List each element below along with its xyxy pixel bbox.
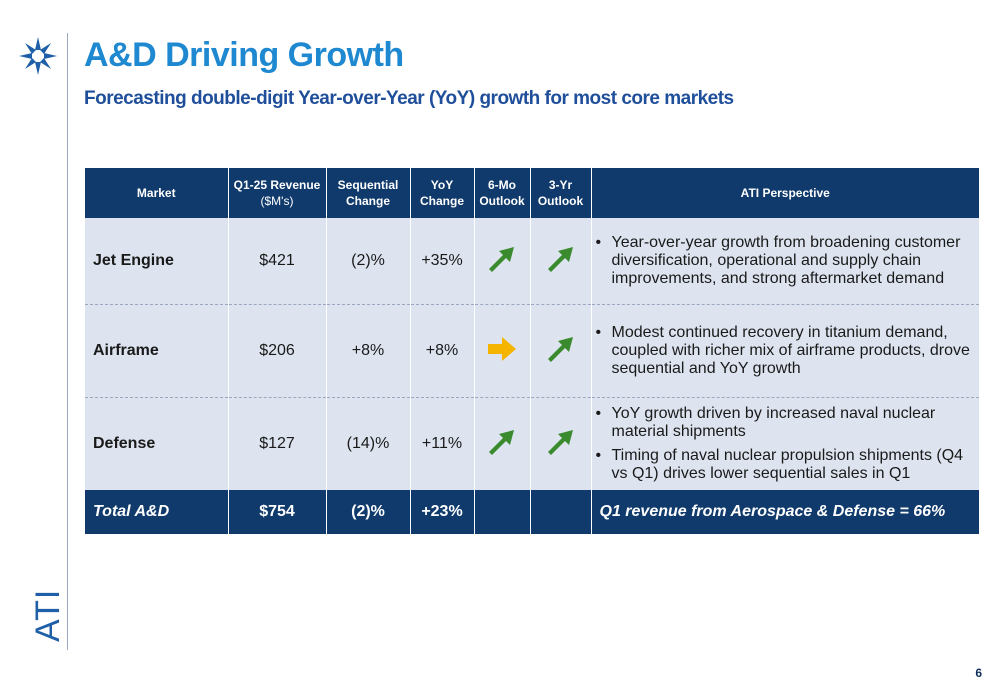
- header-three-yr-line1: 3-Yr: [548, 178, 573, 192]
- ati-star-logo-icon: [19, 37, 57, 75]
- revenue-cell: $127: [228, 397, 327, 490]
- up-right-arrow-icon: [489, 246, 514, 272]
- header-yoy-line1: YoY: [430, 178, 454, 192]
- market-cell: Jet Engine: [85, 218, 229, 305]
- market-cell: Airframe: [85, 304, 229, 398]
- total-yoy: +23%: [410, 490, 475, 534]
- header-yoy: YoY Change: [410, 168, 475, 218]
- header-six-mo-line2: Outlook: [479, 194, 525, 208]
- page-title: A&D Driving Growth: [84, 36, 404, 74]
- up-right-arrow-icon: [489, 429, 514, 455]
- three-yr-outlook-cell: [530, 304, 592, 398]
- perspective-bullet: YoY growth driven by increased naval nuc…: [596, 405, 972, 441]
- header-sequential-line2: Change: [345, 194, 390, 208]
- header-perspective: ATI Perspective: [591, 168, 979, 218]
- revenue-cell: $421: [228, 218, 327, 305]
- sequential-cell: (2)%: [326, 218, 411, 305]
- up-right-arrow-icon: [547, 429, 573, 455]
- total-revenue: $754: [228, 490, 327, 534]
- left-divider-line: [67, 33, 68, 650]
- table-row: Jet Engine $421 (2)% +35% Year-over-year…: [85, 218, 979, 305]
- header-market: Market: [85, 168, 229, 218]
- six-mo-outlook-cell: [474, 218, 531, 305]
- up-right-arrow-icon: [547, 246, 573, 272]
- perspective-cell: Year-over-year growth from broadening cu…: [591, 218, 979, 305]
- six-mo-outlook-cell: [474, 304, 531, 398]
- page-subtitle: Forecasting double-digit Year-over-Year …: [84, 88, 734, 109]
- total-note: Q1 revenue from Aerospace & Defense = 66…: [591, 490, 979, 534]
- table-row: Defense $127 (14)% +11% YoY growth drive…: [85, 397, 979, 490]
- market-cell: Defense: [85, 397, 229, 490]
- up-right-arrow-icon: [547, 336, 573, 362]
- header-sequential-line1: Sequential: [337, 178, 399, 192]
- perspective-bullet: Year-over-year growth from broadening cu…: [596, 234, 972, 288]
- yoy-cell: +11%: [410, 397, 475, 490]
- right-arrow-icon: [488, 336, 516, 361]
- header-yoy-line2: Change: [419, 194, 464, 208]
- header-three-yr-line2: Outlook: [537, 194, 584, 208]
- yoy-cell: +35%: [410, 218, 475, 305]
- header-revenue-label: Q1-25 Revenue: [233, 178, 321, 192]
- table-row: Airframe $206 +8% +8% Modest continued r…: [85, 304, 979, 398]
- perspective-bullet: Modest continued recovery in titanium de…: [596, 324, 972, 378]
- six-mo-outlook-cell: [474, 397, 531, 490]
- total-empty-six-mo: [474, 490, 531, 534]
- perspective-bullet: Timing of naval nuclear propulsion shipm…: [596, 447, 972, 483]
- three-yr-outlook-cell: [530, 397, 592, 490]
- three-yr-outlook-cell: [530, 218, 592, 305]
- markets-table: Market Q1-25 Revenue ($M's) Sequential C…: [85, 168, 979, 534]
- total-label: Total A&D: [85, 490, 229, 534]
- page-number: 6: [975, 666, 982, 680]
- ati-logo-text: ATI: [29, 588, 67, 642]
- header-three-yr: 3-Yr Outlook: [530, 168, 592, 218]
- sequential-cell: +8%: [326, 304, 411, 398]
- total-row: Total A&D $754 (2)% +23% Q1 revenue from…: [85, 490, 979, 534]
- header-six-mo-line1: 6-Mo: [488, 178, 516, 192]
- revenue-cell: $206: [228, 304, 327, 398]
- total-sequential: (2)%: [326, 490, 411, 534]
- perspective-cell: Modest continued recovery in titanium de…: [591, 304, 979, 398]
- header-sequential: Sequential Change: [326, 168, 411, 218]
- sequential-cell: (14)%: [326, 397, 411, 490]
- yoy-cell: +8%: [410, 304, 475, 398]
- table-header-row: Market Q1-25 Revenue ($M's) Sequential C…: [85, 168, 979, 218]
- perspective-cell: YoY growth driven by increased naval nuc…: [591, 397, 979, 490]
- total-empty-three-yr: [530, 490, 592, 534]
- header-revenue: Q1-25 Revenue ($M's): [228, 168, 327, 218]
- header-six-mo: 6-Mo Outlook: [474, 168, 531, 218]
- header-revenue-unit: ($M's): [260, 194, 294, 208]
